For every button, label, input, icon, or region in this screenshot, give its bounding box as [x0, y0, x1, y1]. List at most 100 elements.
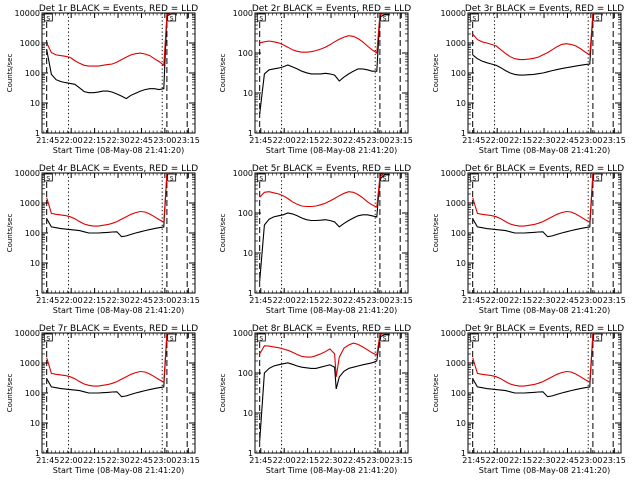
x-tick-label: 23:00 — [579, 136, 602, 145]
x-tick-label: 22:15 — [509, 136, 532, 145]
series-line-lld — [472, 13, 603, 61]
marker-box — [167, 173, 177, 182]
x-axis-label: Start Time (08-May-08 21:41:20) — [266, 146, 397, 155]
y-tick-label: 1 — [461, 289, 466, 298]
y-tick-label: 1 — [35, 289, 40, 298]
y-axis-label: Counts/sec — [219, 214, 227, 253]
y-tick-label: 1 — [248, 289, 253, 298]
x-tick-label: 22:15 — [296, 456, 319, 465]
y-tick-label: 1 — [35, 449, 40, 458]
marker-box-label: S — [170, 176, 174, 183]
series-line-lld — [46, 333, 177, 387]
marker-box — [43, 13, 53, 22]
x-tick-label: 22:15 — [296, 296, 319, 305]
y-tick-label: 10000 — [441, 329, 466, 338]
marker-box — [380, 13, 390, 22]
x-tick-label: 22:45 — [343, 136, 366, 145]
chart-title: Det 3r BLACK = Events, RED = LLD — [465, 4, 624, 14]
x-tick-label: 21:45 — [36, 136, 59, 145]
x-tick-label: 23:00 — [153, 296, 176, 305]
x-axis-label: Start Time (08-May-08 21:41:20) — [479, 466, 610, 475]
x-tick-label: 23:15 — [390, 456, 413, 465]
x-tick-label: 22:00 — [486, 456, 509, 465]
chart-panel-6: Det 6r BLACK = Events, RED = LLD 1 10 100 10… — [432, 164, 626, 315]
x-tick-label: 21:45 — [36, 456, 59, 465]
x-tick-label: 23:00 — [366, 296, 389, 305]
chart-panel-9: Det 9r BLACK = Events, RED = LLD 1 10 100 10… — [432, 324, 626, 475]
x-axis-label: Start Time (08-May-08 21:41:20) — [266, 306, 397, 315]
x-axis-label: Start Time (08-May-08 21:41:20) — [479, 146, 610, 155]
marker-box-label: S — [170, 16, 174, 23]
marker-box — [469, 173, 479, 182]
marker-box-label: S — [259, 176, 263, 183]
x-tick-label: 22:00 — [60, 136, 83, 145]
y-tick-label: 10 — [456, 259, 466, 268]
series-line-lld — [259, 333, 390, 377]
x-tick-label: 22:30 — [533, 296, 556, 305]
x-tick-label: 22:45 — [130, 136, 153, 145]
y-tick-label: 1000 — [20, 39, 40, 48]
marker-box-label: S — [383, 16, 387, 23]
marker-box — [256, 173, 266, 182]
x-tick-label: 22:45 — [130, 456, 153, 465]
y-axis-label: Counts/sec — [6, 214, 14, 253]
x-tick-label: 22:00 — [486, 296, 509, 305]
x-tick-label: 22:45 — [343, 456, 366, 465]
y-tick-label: 10000 — [15, 9, 40, 18]
marker-box-label: S — [383, 176, 387, 183]
x-tick-label: 22:45 — [556, 456, 579, 465]
x-tick-label: 22:00 — [273, 136, 296, 145]
x-axis-label: Start Time (08-May-08 21:41:20) — [479, 306, 610, 315]
x-tick-label: 23:15 — [177, 456, 200, 465]
x-tick-label: 22:30 — [320, 296, 343, 305]
series-line-lld — [259, 173, 390, 209]
x-tick-label: 22:15 — [83, 136, 106, 145]
chart-title: Det 7r BLACK = Events, RED = LLD — [39, 324, 198, 334]
chart-title: Det 8r BLACK = Events, RED = LLD — [252, 324, 411, 334]
marker-box-label: S — [259, 16, 263, 23]
x-tick-label: 23:15 — [603, 456, 626, 465]
y-axis-label: Counts/sec — [219, 374, 227, 413]
series-line-events — [472, 333, 603, 398]
x-tick-label: 22:30 — [320, 456, 343, 465]
y-tick-label: 100 — [25, 389, 40, 398]
x-tick-label: 22:30 — [107, 456, 130, 465]
marker-box-label: S — [46, 176, 50, 183]
x-axis-label: Start Time (08-May-08 21:41:20) — [53, 146, 184, 155]
chart-panel-8: Det 8r BLACK = Events, RED = LLD 1 10 100 10… — [219, 324, 413, 475]
x-tick-label: 22:30 — [107, 136, 130, 145]
x-axis-label: Start Time (08-May-08 21:41:20) — [266, 466, 397, 475]
y-tick-label: 10000 — [15, 329, 40, 338]
marker-box-label: S — [46, 16, 50, 23]
chart-panel-2: Det 2r BLACK = Events, RED = LLD 1 10 100 10… — [219, 4, 413, 155]
series-line-events — [259, 174, 390, 282]
y-tick-label: 1000 — [233, 9, 253, 18]
marker-box — [469, 13, 479, 22]
x-axis-label: Start Time (08-May-08 21:41:20) — [53, 306, 184, 315]
x-tick-label: 21:45 — [249, 456, 272, 465]
series-line-lld — [472, 173, 603, 227]
x-tick-label: 22:30 — [533, 136, 556, 145]
marker-box — [469, 333, 479, 342]
x-tick-label: 23:00 — [153, 136, 176, 145]
marker-box — [380, 173, 390, 182]
y-tick-label: 1000 — [20, 199, 40, 208]
y-tick-label: 100 — [238, 369, 253, 378]
y-tick-label: 10 — [243, 409, 253, 418]
x-tick-label: 21:45 — [462, 136, 485, 145]
y-tick-label: 100 — [25, 229, 40, 238]
chart-panel-1: Det 1r BLACK = Events, RED = LLD 1 10 100 10… — [6, 4, 200, 155]
y-tick-label: 1000 — [446, 199, 466, 208]
series-line-lld — [472, 333, 603, 387]
series-line-events — [259, 14, 390, 114]
x-tick-label: 22:30 — [320, 136, 343, 145]
x-tick-label: 22:00 — [486, 136, 509, 145]
x-tick-label: 22:00 — [60, 456, 83, 465]
x-tick-label: 21:45 — [462, 456, 485, 465]
marker-box-label: S — [170, 336, 174, 343]
y-tick-label: 1 — [35, 129, 40, 138]
y-tick-label: 10 — [456, 99, 466, 108]
y-tick-label: 100 — [451, 389, 466, 398]
series-line-events — [472, 173, 603, 238]
